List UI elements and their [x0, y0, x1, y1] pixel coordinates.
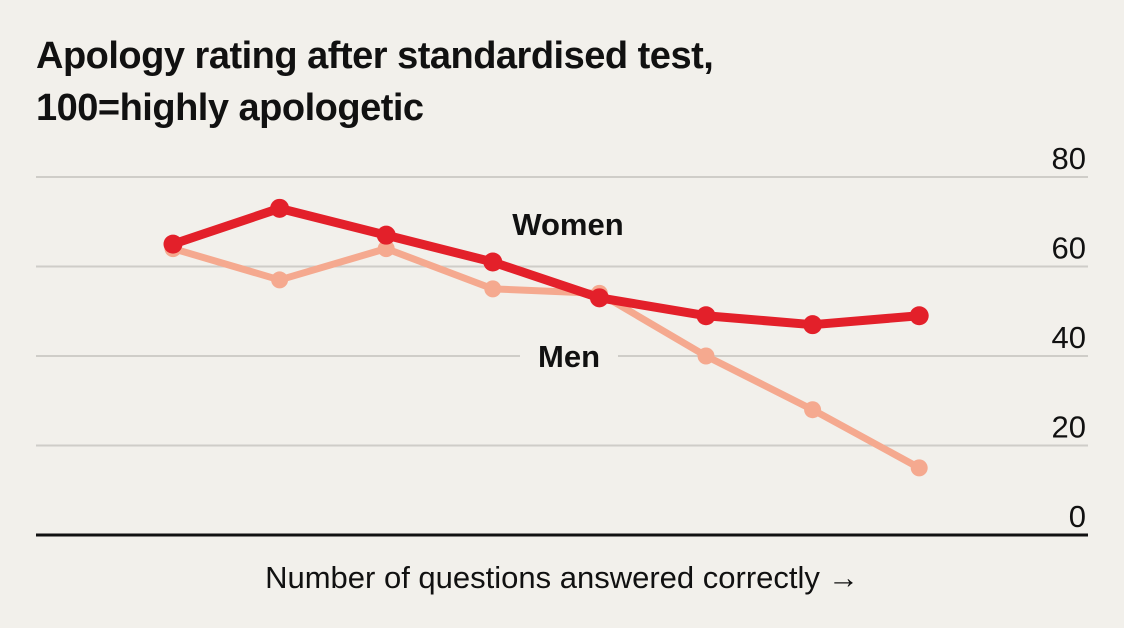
women-point: [589, 288, 609, 308]
women-point: [803, 315, 823, 335]
women-line: [168, 203, 924, 330]
women-point: [483, 252, 503, 272]
men-point: [910, 459, 928, 477]
women-point: [376, 225, 396, 245]
women-point: [270, 198, 290, 218]
series-label-men: Men: [538, 339, 600, 374]
gridlines: [36, 176, 1088, 447]
y-tick-label: 40: [1052, 320, 1086, 355]
y-tick-label: 80: [1052, 141, 1086, 176]
men-point: [804, 401, 822, 419]
men-point: [484, 280, 502, 298]
men-point: [271, 271, 289, 289]
y-tick-label: 0: [1069, 499, 1086, 534]
x-axis-label-text: Number of questions answered correctly: [265, 560, 820, 595]
y-axis-ticks: 0 20 40 60 80: [1052, 141, 1086, 534]
men-point: [377, 240, 395, 258]
chart-title: Apology rating after standardised test, …: [36, 30, 1096, 134]
men-point: [697, 347, 715, 365]
women-point: [696, 306, 716, 326]
line-chart: 0 20 40 60 80 Women Men: [36, 141, 1088, 537]
title-line-1: Apology rating after standardised test,: [36, 35, 714, 77]
series-label-women: Women: [512, 207, 623, 242]
men-line: [169, 245, 923, 472]
series-labels: Women Men: [512, 207, 624, 376]
title-line-2: 100=highly apologetic: [36, 87, 424, 129]
y-tick-label: 60: [1052, 231, 1086, 266]
y-tick-label: 20: [1052, 410, 1086, 445]
women-point: [909, 306, 929, 326]
series-label-men-background: [520, 336, 618, 376]
series-lines: [163, 198, 929, 477]
arrow-right-icon: →: [827, 560, 859, 595]
x-axis-label: Number of questions answered correctly →: [0, 560, 1124, 596]
women-point: [163, 234, 183, 254]
